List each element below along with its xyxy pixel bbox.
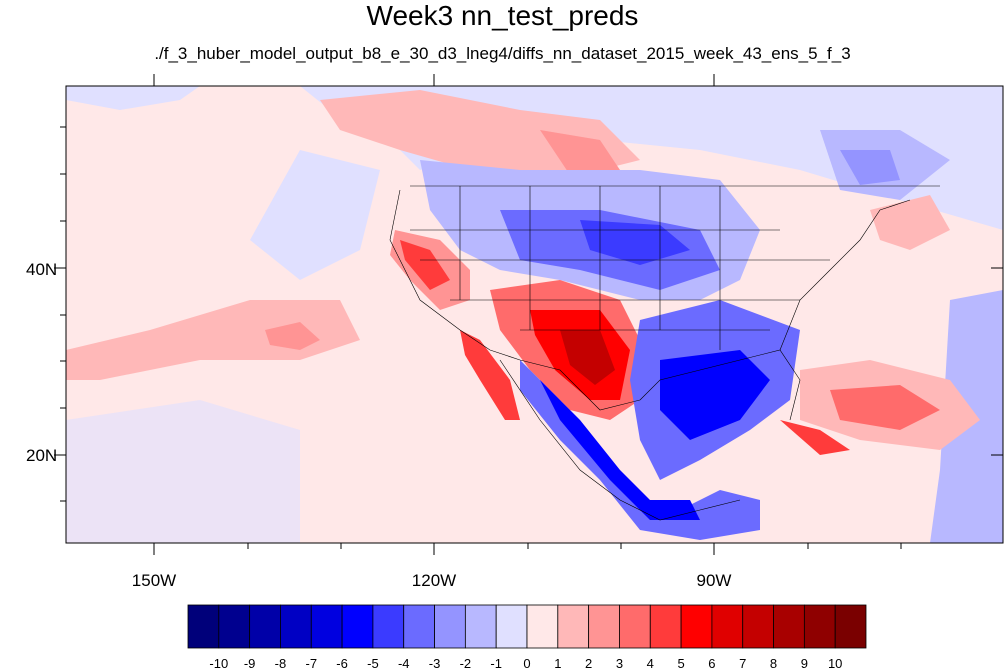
colorbar-tick-label: 4 — [646, 656, 654, 671]
colorbar-swatch — [280, 604, 312, 649]
lon-label-120w: 120W — [411, 571, 457, 590]
colorbar-tick-label: -7 — [305, 656, 318, 671]
colorbar-swatch — [834, 604, 867, 649]
colorbar-swatch — [526, 604, 559, 649]
colorbar-tick-label: 7 — [739, 656, 747, 671]
colorbar-tick-label: -10 — [209, 656, 229, 671]
colorbar-tick-label: 8 — [769, 656, 778, 671]
colorbar-tick-label: 3 — [615, 656, 624, 671]
colorbar-swatch — [680, 604, 713, 649]
colorbar-swatch — [464, 604, 497, 649]
colorbar-tick-label: -2 — [459, 656, 472, 671]
colorbar-tick-label: 9 — [800, 656, 808, 671]
colorbar-tick-label: 0 — [523, 656, 531, 671]
lon-label-150w: 150W — [131, 571, 177, 590]
colorbar-swatch — [372, 604, 405, 649]
lat-label-20n: 20N — [26, 446, 58, 465]
field-plot — [66, 86, 1003, 543]
colorbar-swatch — [711, 604, 744, 649]
colorbar — [187, 604, 867, 649]
lat-label-40n: 40N — [26, 260, 58, 279]
colorbar-swatch — [649, 604, 682, 649]
colorbar-tick-label: 5 — [677, 656, 685, 671]
colorbar-swatch — [588, 604, 620, 649]
colorbar-tick-label: -9 — [243, 656, 256, 671]
political-boundaries — [389, 185, 940, 521]
colorbar-swatch — [218, 604, 251, 649]
colorbar-swatch — [310, 604, 343, 649]
colorbar-swatch — [495, 604, 528, 649]
colorbar-tick-label: -4 — [397, 656, 410, 671]
axis-ticks — [54, 74, 1003, 555]
colorbar-tick-label: 2 — [585, 656, 593, 671]
colorbar-tick-label: 6 — [708, 656, 716, 671]
colorbar-swatch — [742, 604, 774, 649]
colorbar-tick-label: -1 — [490, 656, 502, 671]
colorbar-swatch — [249, 604, 281, 649]
colorbar-tick-label: -6 — [336, 656, 348, 671]
colorbar-swatch — [803, 604, 836, 649]
colorbar-tick-label: 1 — [554, 656, 562, 671]
colorbar-swatch — [403, 604, 435, 649]
colorbar-tick-label: 10 — [827, 656, 843, 671]
colorbar-swatch — [341, 604, 374, 649]
map-title: Week3 nn_test_preds — [366, 0, 639, 31]
lon-label-90w: 90W — [696, 571, 732, 590]
colorbar-tick-label: -5 — [367, 656, 379, 671]
colorbar-swatch — [557, 604, 590, 649]
colorbar-swatch — [619, 604, 651, 649]
colorbar-swatch — [434, 604, 466, 649]
map-subtitle: ./f_3_huber_model_output_b8_e_30_d3_lneg… — [154, 44, 851, 63]
colorbar-swatch — [187, 604, 220, 649]
colorbar-tick-label: -8 — [274, 656, 287, 671]
colorbar-tick-label: -3 — [428, 656, 441, 671]
colorbar-swatch — [773, 604, 805, 649]
